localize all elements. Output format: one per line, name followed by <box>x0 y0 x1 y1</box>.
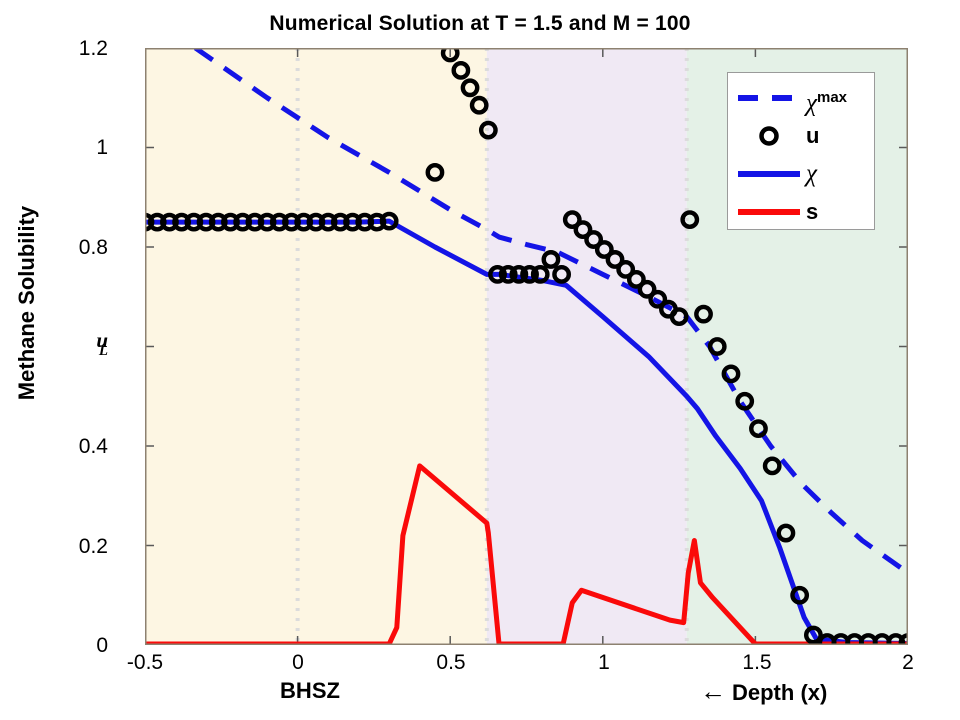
data-point-marker <box>509 264 529 284</box>
chart-title: Numerical Solution at T = 1.5 and M = 10… <box>269 12 691 35</box>
legend-symbol-circle-marker <box>759 126 779 146</box>
data-point-marker <box>451 60 471 80</box>
data-point-marker <box>790 585 810 605</box>
legend-label-s: s <box>806 199 819 224</box>
data-point-marker <box>440 48 460 63</box>
data-point-marker <box>707 337 727 356</box>
data-point-marker <box>488 264 507 284</box>
legend-item-chi-max[interactable]: χmax <box>728 79 876 117</box>
data-point-marker <box>460 78 480 98</box>
data-point-marker <box>669 307 689 327</box>
y-tick-label-0.8: 0.8 <box>78 236 108 259</box>
data-point-marker <box>530 264 550 284</box>
series-line-s <box>145 463 908 645</box>
data-point-marker <box>282 212 301 232</box>
data-point-marker <box>478 120 498 140</box>
depth-label: Depth (x) <box>732 680 828 705</box>
data-series-group <box>145 48 908 645</box>
x-tick-label-0: 0 <box>292 651 304 674</box>
x-axis-annotation-bhsz: BHSZ <box>280 678 340 703</box>
legend-label-chi: χ <box>806 160 817 187</box>
series-markers-u <box>145 48 908 645</box>
legend-item-chi[interactable]: χ <box>728 155 876 193</box>
left-arrow-icon: ← <box>700 676 726 706</box>
y-tick-label-0.4: 0.4 <box>78 435 108 458</box>
plot-border <box>145 48 908 645</box>
data-point-marker <box>648 289 668 309</box>
data-point-marker <box>694 304 713 324</box>
data-point-marker <box>541 250 561 269</box>
legend-label-u: u <box>806 123 820 148</box>
region-rect-region-2-three-phase <box>486 48 687 645</box>
data-point-marker <box>605 250 625 269</box>
x-tick-label-2: 2 <box>902 651 914 674</box>
x-axis-annotation-depth: ← Depth (x) <box>700 676 950 707</box>
data-point-marker <box>749 419 768 438</box>
legend-chi-glyph: χ <box>806 89 817 117</box>
data-point-marker <box>379 211 399 231</box>
data-point-marker <box>573 220 593 239</box>
data-point-marker <box>584 230 604 249</box>
legend-symbol-solid-blue-line <box>738 171 800 177</box>
legend-symbol-dashed-line <box>738 95 800 101</box>
y-tick-label-0: 0 <box>96 634 108 657</box>
data-point-marker <box>562 210 582 230</box>
x-tick-label--0.5: -0.5 <box>126 651 164 674</box>
y-tick-label-uL-subscript: L <box>98 342 108 359</box>
legend-chi-max-superscript: max <box>817 89 848 106</box>
data-point-marker <box>721 364 741 384</box>
y-tick-label-1: 1 <box>96 136 108 159</box>
data-point-marker <box>735 391 755 411</box>
data-point-marker <box>762 456 782 476</box>
data-point-marker <box>637 279 657 299</box>
legend-symbol-solid-red-line <box>738 209 800 215</box>
data-point-marker <box>469 95 489 115</box>
x-tick-label-1: 1 <box>598 651 610 674</box>
data-point-marker <box>680 210 700 230</box>
legend-label-chi-max: χmax <box>806 79 847 117</box>
y-tick-label-uL-main: u <box>96 328 108 352</box>
x-tick-label-0.5: 0.5 <box>436 651 466 674</box>
y-tick-label-1.2: 1.2 <box>78 37 108 60</box>
data-point-marker <box>616 259 636 279</box>
chart-legend[interactable]: χmax u χ s <box>727 72 875 230</box>
series-line-chi-max <box>193 48 908 575</box>
x-tick-label-1.5: 1.5 <box>742 651 772 674</box>
data-point-marker <box>425 162 445 182</box>
legend-item-s[interactable]: s <box>728 193 876 231</box>
data-point-marker <box>552 264 571 284</box>
data-point-marker <box>626 269 646 289</box>
data-point-marker <box>776 523 796 543</box>
y-tick-label-0.2: 0.2 <box>78 535 108 558</box>
data-point-marker <box>594 240 614 259</box>
data-point-marker <box>520 264 539 284</box>
data-point-marker <box>498 264 518 284</box>
legend-item-u[interactable]: u <box>728 117 876 155</box>
data-point-marker <box>803 625 823 645</box>
region-rect-region-1-hydrate-free <box>145 48 487 645</box>
